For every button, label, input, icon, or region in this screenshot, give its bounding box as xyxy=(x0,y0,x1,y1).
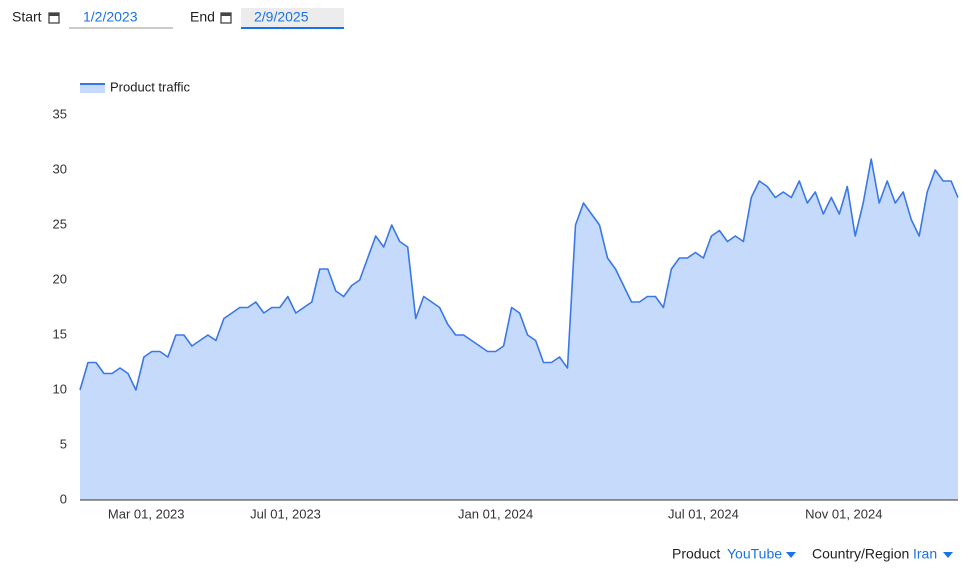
dropdown-arrow[interactable] xyxy=(943,552,953,558)
legend-swatch xyxy=(80,84,105,93)
end-input-bg xyxy=(241,8,344,28)
y-tick-label: 25 xyxy=(53,216,67,231)
dropdown-arrow[interactable] xyxy=(786,552,796,558)
x-tick-label: Nov 01, 2024 xyxy=(805,506,882,521)
product-select[interactable]: YouTube xyxy=(727,546,782,562)
y-tick-label: 15 xyxy=(53,326,67,341)
calendar-icon[interactable] xyxy=(220,12,232,24)
region-select[interactable]: Iran xyxy=(913,546,937,562)
x-tick-label: Jul 01, 2024 xyxy=(668,506,739,521)
calendar-icon[interactable] xyxy=(48,12,60,24)
filter-label: Country/Region xyxy=(812,546,909,562)
y-tick-label: 20 xyxy=(53,271,67,286)
x-tick-label: Jul 01, 2023 xyxy=(250,506,321,521)
y-tick-label: 10 xyxy=(53,381,67,396)
area xyxy=(80,159,958,500)
y-tick-label: 35 xyxy=(53,106,67,121)
legend-label: Product traffic xyxy=(110,79,190,94)
x-tick-label: Mar 01, 2023 xyxy=(108,506,185,521)
y-tick-label: 5 xyxy=(60,436,67,451)
end-input[interactable]: 2/9/2025 xyxy=(254,9,309,25)
y-tick-label: 30 xyxy=(53,161,67,176)
end-label: End xyxy=(190,9,215,25)
filter-label: Product xyxy=(672,546,720,562)
start-input[interactable]: 1/2/2023 xyxy=(83,9,138,25)
start-label: Start xyxy=(12,9,42,25)
line xyxy=(79,158,959,391)
y-tick-label: 0 xyxy=(60,491,67,506)
chart: 0 5 10 15 20 25 30 35 Mar 01, 2023 Jul 01, 2023 Ja… xyxy=(53,79,959,521)
x-tick-label: Jan 01, 2024 xyxy=(458,506,533,521)
